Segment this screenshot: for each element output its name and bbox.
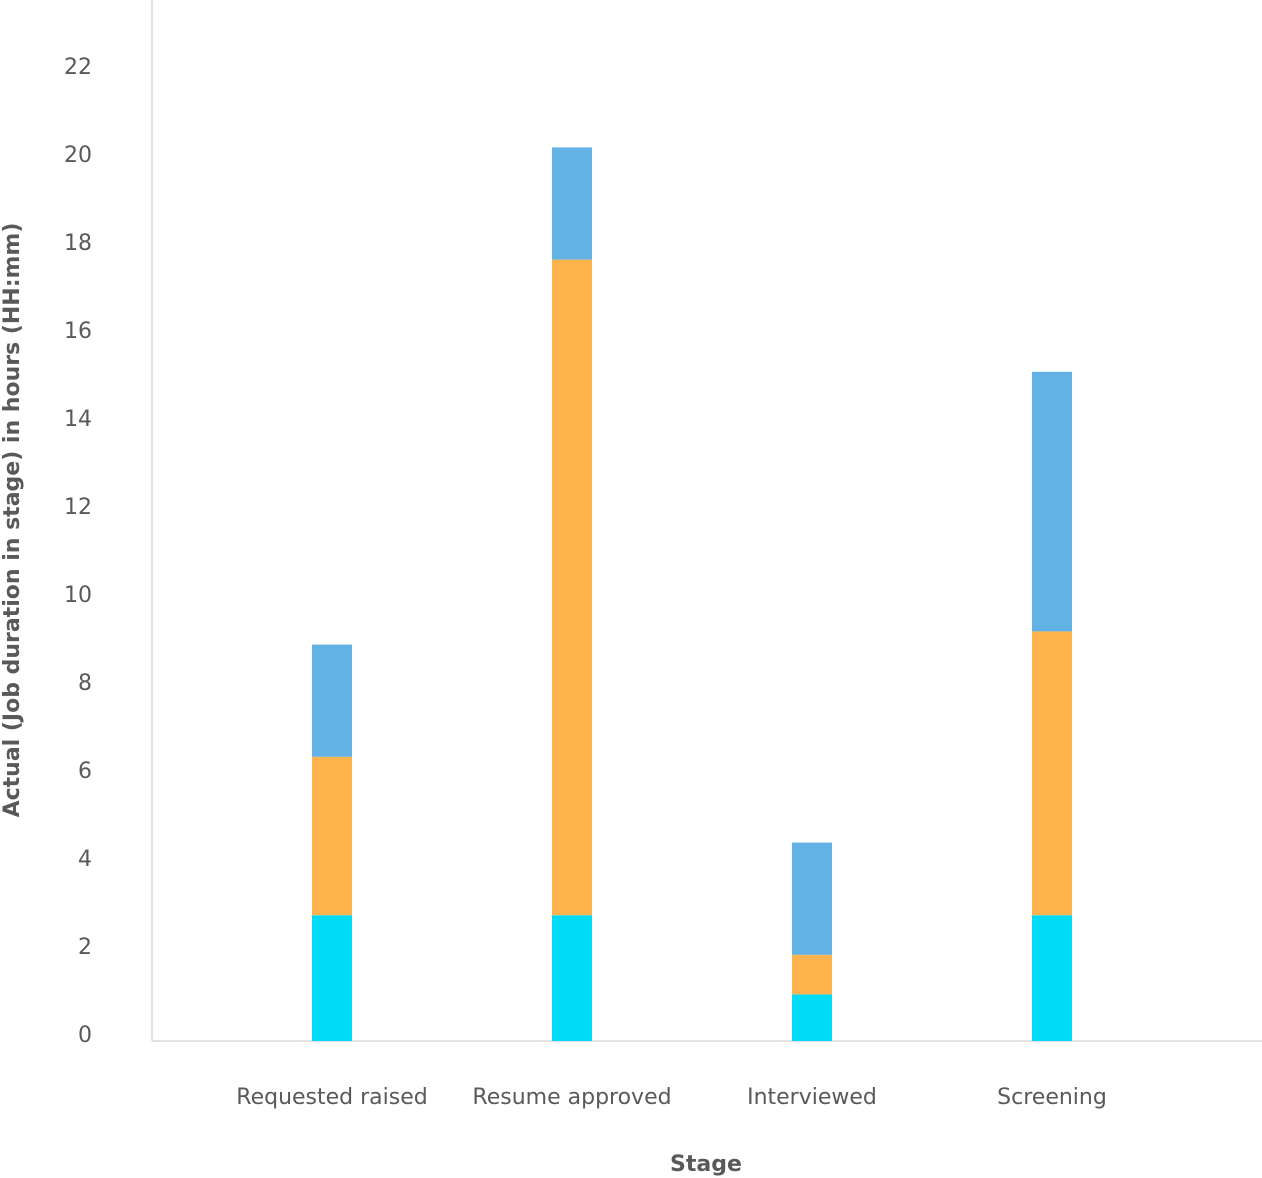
y-axis-title: Actual (Job duration in stage) in hours … [0,223,25,818]
x-axis-title: Stage [670,1152,742,1177]
bar-segment [792,994,832,1041]
y-tick-label: 12 [64,495,92,520]
x-tick-label: Requested raised [236,1085,427,1110]
bar-segment [1032,915,1072,1041]
bar-segment [792,954,832,995]
bar-segment [1032,371,1072,632]
y-tick-label: 8 [78,671,92,696]
y-tick-label: 18 [64,231,92,256]
bar-segment [792,842,832,955]
bars [312,147,1072,1041]
bar-segment [312,915,352,1041]
category-labels: Requested raised Resume approved Interview… [236,1085,1107,1110]
x-tick-label: Screening [997,1085,1107,1110]
bar-segment [312,756,352,916]
x-tick-label: Resume approved [472,1085,671,1110]
bar-segment [552,259,592,916]
bar-segment [1032,631,1072,916]
y-tick-label: 6 [78,759,92,784]
y-tick-labels: 0 2 4 6 8 10 12 14 16 18 20 22 [64,55,92,1048]
x-tick-label: Interviewed [747,1085,877,1110]
y-tick-label: 4 [78,847,92,872]
bar-segment [552,915,592,1041]
y-tick-label: 16 [64,319,92,344]
bar-segment [552,147,592,260]
y-tick-label: 14 [64,407,92,432]
y-tick-label: 2 [78,935,92,960]
y-tick-label: 22 [64,55,92,80]
y-tick-label: 10 [64,583,92,608]
y-tick-label: 0 [78,1023,92,1048]
bar-segment [312,644,352,757]
y-tick-label: 20 [64,143,92,168]
